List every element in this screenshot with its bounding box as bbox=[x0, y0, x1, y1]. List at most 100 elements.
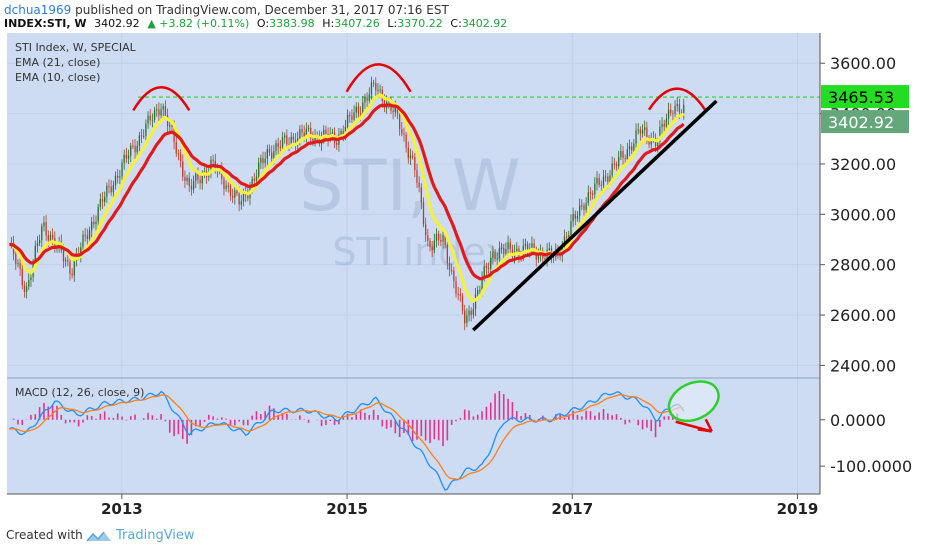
candle-body bbox=[633, 143, 635, 151]
macd-histogram-bar bbox=[459, 418, 462, 420]
macd-signal-line bbox=[9, 394, 684, 480]
candle-body bbox=[312, 138, 314, 142]
candle-body bbox=[524, 244, 527, 246]
left-shoulder-arc bbox=[132, 86, 191, 112]
macd-histogram-bar bbox=[572, 410, 574, 420]
candle-body bbox=[132, 145, 134, 147]
candle-body bbox=[468, 310, 470, 316]
candle-body bbox=[433, 240, 435, 251]
macd-histogram-bar bbox=[181, 419, 184, 440]
candle-body bbox=[622, 151, 624, 159]
candle-body bbox=[485, 266, 488, 268]
macd-histogram-bar bbox=[372, 409, 375, 420]
macd-histogram-bar bbox=[624, 419, 626, 425]
macd-histogram-bar bbox=[51, 405, 54, 420]
candle-body bbox=[576, 215, 579, 219]
candle-body bbox=[379, 89, 381, 91]
candle-body bbox=[160, 109, 162, 116]
macd-histogram-bar bbox=[494, 393, 496, 420]
macd-histogram-bar bbox=[437, 419, 440, 441]
candle-body bbox=[175, 142, 177, 154]
macd-histogram-bar bbox=[216, 418, 219, 420]
candle-body bbox=[587, 192, 589, 203]
candle-body bbox=[641, 129, 644, 134]
candle-body bbox=[234, 190, 236, 198]
candle-body bbox=[225, 185, 227, 189]
macd-histogram-bar bbox=[515, 411, 518, 420]
candle-body bbox=[624, 158, 626, 160]
candle-body bbox=[258, 162, 260, 177]
macd-histogram-bar bbox=[34, 414, 37, 420]
candle-body bbox=[592, 193, 594, 195]
candle-body bbox=[409, 155, 412, 159]
time-axis[interactable]: 2013 2015 2017 2019 bbox=[7, 493, 820, 518]
candle-body bbox=[448, 263, 451, 271]
candle-body bbox=[236, 190, 238, 194]
candle-body bbox=[418, 182, 420, 188]
macd-histogram-bar bbox=[585, 410, 587, 420]
macd-histogram-bar bbox=[528, 415, 531, 420]
candle-body bbox=[201, 174, 203, 184]
price-tick-label: 3600.00 bbox=[830, 54, 896, 73]
candle-body bbox=[583, 205, 585, 210]
macd-histogram-bar bbox=[611, 415, 613, 420]
candle-body bbox=[364, 97, 366, 103]
tradingview-brand[interactable]: TradingView bbox=[116, 528, 195, 543]
candle-body bbox=[331, 132, 334, 134]
candle-body bbox=[533, 243, 535, 251]
macd-histogram-bar bbox=[155, 418, 158, 420]
macd-histogram-bar bbox=[99, 413, 102, 420]
candle-body bbox=[51, 234, 54, 239]
open-label: O: bbox=[256, 17, 270, 30]
macd-histogram-bar bbox=[394, 419, 397, 434]
candle-body bbox=[646, 127, 648, 138]
candle-body bbox=[663, 123, 665, 127]
candle-body bbox=[271, 152, 273, 159]
candle-body bbox=[544, 258, 546, 260]
candle-body bbox=[565, 236, 568, 238]
candle-body bbox=[444, 235, 446, 245]
candle-body bbox=[19, 262, 21, 269]
author-link[interactable]: dchua1969 bbox=[4, 3, 72, 17]
candle-body bbox=[73, 260, 75, 276]
candle-body bbox=[307, 127, 310, 129]
candle-body bbox=[470, 310, 472, 316]
macd-histogram-bar bbox=[86, 415, 89, 420]
macd-histogram-bar bbox=[641, 419, 644, 430]
candle-body bbox=[323, 129, 325, 139]
candle-body bbox=[344, 126, 347, 135]
close-label: C: bbox=[450, 17, 462, 30]
candle-body bbox=[594, 183, 596, 195]
candle-body bbox=[479, 290, 481, 292]
macd-tick-label: -100.0000 bbox=[830, 457, 912, 476]
candle-body bbox=[143, 136, 145, 138]
candle-body bbox=[240, 201, 242, 205]
candle-body bbox=[91, 221, 93, 231]
price-axis[interactable]: 3600.003400.003200.003000.002800.002600.… bbox=[819, 33, 912, 494]
macd-histogram-bar bbox=[212, 416, 214, 420]
candle-body bbox=[190, 185, 193, 190]
macd-histogram-bar bbox=[264, 411, 266, 420]
candle-body bbox=[509, 242, 511, 250]
last-price-label: 3402.92 bbox=[828, 113, 894, 132]
candle-body bbox=[151, 119, 154, 121]
candle-body bbox=[483, 266, 485, 279]
drawing-annotations bbox=[132, 63, 718, 332]
macd-tick-label: 0.0000 bbox=[830, 411, 886, 430]
candle-body bbox=[346, 114, 349, 127]
candle-body bbox=[153, 110, 156, 120]
price-chart[interactable]: STI, W STI Index 3600.003400.003200.0030… bbox=[0, 0, 932, 524]
macd-histogram-bar bbox=[481, 411, 483, 420]
candle-body bbox=[661, 123, 663, 127]
watermark-big: STI, W bbox=[299, 145, 521, 227]
macd-histogram-bar bbox=[594, 415, 596, 420]
macd-histogram-bar bbox=[77, 419, 80, 427]
candle-body bbox=[251, 178, 253, 188]
candle-body bbox=[351, 115, 353, 120]
candle-body bbox=[568, 234, 570, 238]
candle-body bbox=[674, 106, 676, 114]
published-text: published on TradingView.com, December 3… bbox=[71, 3, 449, 17]
macd-histogram-bar bbox=[615, 414, 618, 420]
macd-histogram-bar bbox=[442, 419, 444, 447]
macd-histogram-bar bbox=[164, 419, 167, 422]
